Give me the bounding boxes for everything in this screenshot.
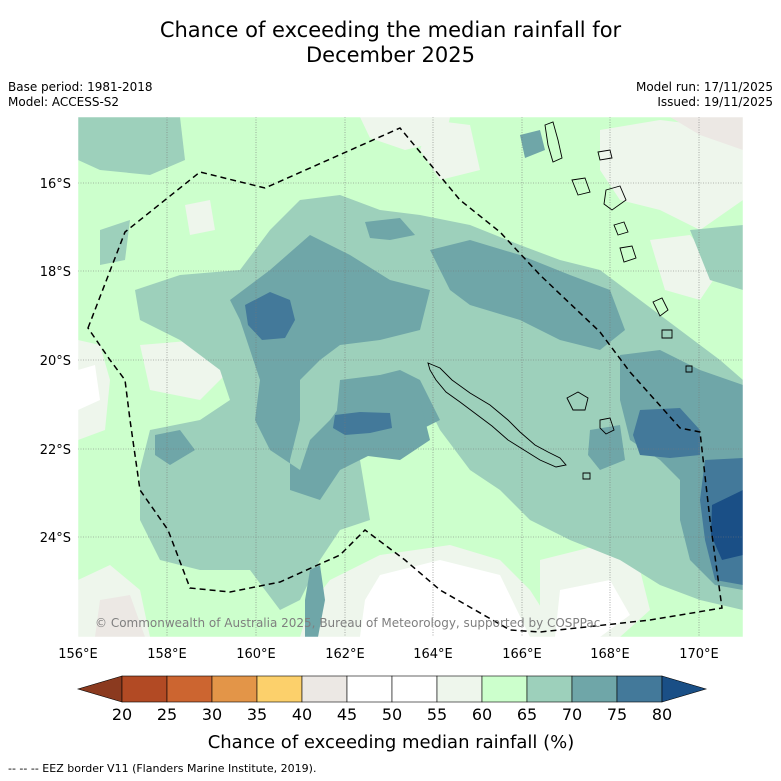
lon-label: 170°E [679, 647, 719, 662]
contour-65-70 [78, 117, 185, 175]
contour-75-80 [333, 412, 392, 435]
contour-45-50 [670, 117, 743, 150]
graticule [78, 117, 743, 637]
colorbar-box [301, 675, 348, 703]
contour-75-80 [633, 408, 700, 458]
lon-label: 166°E [502, 647, 542, 662]
small-island [685, 365, 693, 373]
latitude-labels: 16°S 18°S 20°S 22°S 24°S [40, 177, 71, 546]
colorbar-tick: 75 [607, 705, 627, 724]
colorbar-arrow-low [76, 675, 123, 703]
lat-label: 22°S [40, 443, 71, 458]
colorbar-box [391, 675, 438, 703]
issued-date: Issued: 19/11/2025 [657, 95, 773, 109]
meta-right: Model run: 17/11/2025 Issued: 19/11/2025 [636, 80, 773, 110]
colorbar-tick-labels: 20 25 30 35 40 45 50 55 60 65 70 75 80 [112, 705, 672, 724]
colorbar-tick: 55 [427, 705, 447, 724]
contour-50-55 [78, 365, 100, 410]
lat-label: 20°S [40, 354, 71, 369]
colorbar-tick: 40 [292, 705, 312, 724]
colorbar-box [481, 675, 528, 703]
lon-label: 158°E [147, 647, 187, 662]
lon-label: 164°E [413, 647, 453, 662]
longitude-labels: 156°E 158°E 160°E 162°E 164°E 166°E 168°… [58, 647, 719, 662]
colorbar-arrow-high [661, 675, 708, 703]
contour-above-80 [711, 490, 743, 560]
colorbar-box [526, 675, 573, 703]
contour-45-50 [95, 595, 145, 637]
title-line-1: Chance of exceeding the median rainfall … [159, 18, 622, 42]
contour-55-60 [420, 120, 480, 180]
model-run: Model run: 17/11/2025 [635, 80, 773, 94]
contour-70-75 [520, 130, 545, 158]
colorbar-box [121, 675, 168, 703]
colorbar-box [346, 675, 393, 703]
lat-label: 24°S [40, 531, 71, 546]
eez-border [87, 127, 723, 633]
colorbar-tick: 35 [247, 705, 267, 724]
map-panel: © Commonwealth of Australia 2025, Bureau… [78, 117, 743, 637]
contour-70-75 [588, 425, 625, 470]
lon-label: 160°E [236, 647, 276, 662]
lat-label: 18°S [40, 265, 71, 280]
malekula-island [571, 177, 591, 196]
contour-65-70 [690, 225, 743, 290]
contour-50-55 [555, 580, 630, 637]
colorbar-box [166, 675, 213, 703]
colorbar-box [571, 675, 618, 703]
contour-65-70 [100, 220, 130, 265]
meta-left: Base period: 1981-2018 Model: ACCESS-S2 [8, 80, 153, 110]
lon-label: 162°E [325, 647, 365, 662]
contour-75-80 [245, 292, 295, 340]
colorbar [76, 675, 708, 703]
eez-footnote: -- -- -- EEZ border V11 (Flanders Marine… [8, 762, 317, 775]
colorbar-tick: 50 [382, 705, 402, 724]
colorbar-tick: 65 [517, 705, 537, 724]
ambae-island [597, 149, 613, 161]
lon-label: 168°E [590, 647, 630, 662]
tanna-island [619, 245, 637, 263]
contour-70-75 [430, 240, 625, 350]
aneityum-island [652, 297, 669, 317]
colorbar-tick: 20 [112, 705, 132, 724]
copyright-text: © Commonwealth of Australia 2025, Bureau… [95, 616, 600, 630]
map-title: Chance of exceeding the median rainfall … [0, 18, 781, 68]
loyalty-island-mare [599, 417, 615, 435]
contour-70-75 [155, 430, 195, 465]
colorbar-tick: 60 [472, 705, 492, 724]
contour-70-75 [305, 565, 325, 637]
colorbar-tick: 80 [652, 705, 672, 724]
colorbar-tick: 45 [337, 705, 357, 724]
colorbar-box [211, 675, 258, 703]
colorbar-label: Chance of exceeding median rainfall (%) [208, 732, 575, 753]
colorbar-box [256, 675, 303, 703]
erromango-island [613, 221, 629, 236]
title-line-2: December 2025 [305, 43, 475, 67]
isle-of-pines [582, 472, 591, 480]
base-period: Base period: 1981-2018 [8, 80, 153, 94]
contour-55-60 [185, 200, 215, 235]
lat-label: 16°S [40, 177, 71, 192]
colorbar-tick: 30 [202, 705, 222, 724]
colorbar-box [436, 675, 483, 703]
small-island [661, 329, 673, 339]
contour-55-60 [600, 120, 743, 230]
contour-70-75 [365, 218, 415, 240]
loyalty-island-lifou [566, 391, 589, 411]
colorbar-tick: 70 [562, 705, 582, 724]
new-caledonia-mainland [427, 362, 567, 468]
lon-label: 156°E [58, 647, 98, 662]
espiritu-santo-island [544, 121, 563, 163]
efate-island [603, 185, 627, 211]
colorbar-box [616, 675, 663, 703]
colorbar-tick: 25 [157, 705, 177, 724]
model-name: Model: ACCESS-S2 [8, 95, 120, 109]
